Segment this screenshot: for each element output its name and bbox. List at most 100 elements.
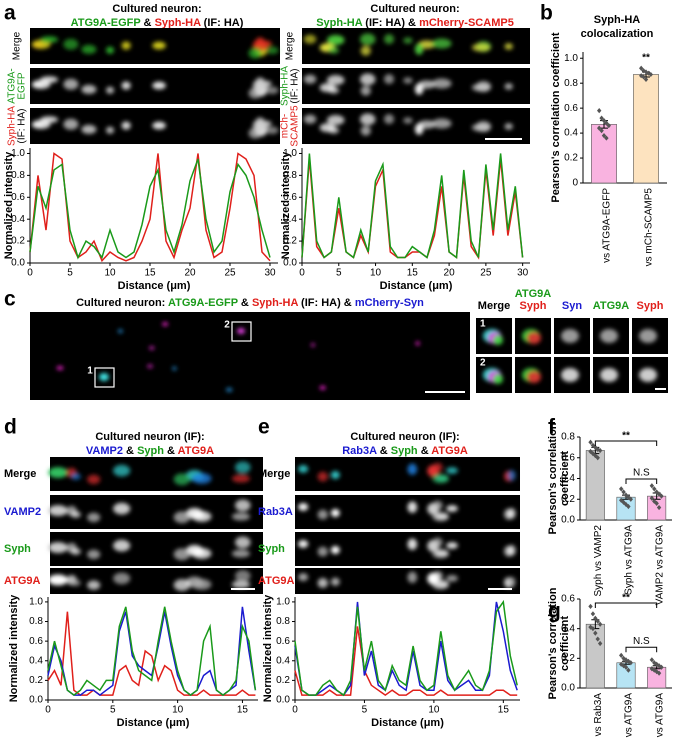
micrograph	[295, 532, 520, 566]
puncta	[303, 74, 317, 84]
puncta	[105, 46, 115, 54]
column-label: Syph	[520, 300, 547, 312]
puncta	[432, 579, 450, 590]
puncta	[407, 571, 418, 583]
strip-label: Syph	[4, 543, 31, 555]
y-axis-label: coefficient	[559, 451, 571, 506]
puncta	[173, 473, 191, 486]
puncta	[326, 114, 345, 126]
puncta	[507, 508, 516, 519]
puncta	[326, 34, 345, 46]
data-point	[648, 71, 653, 78]
bracket	[594, 602, 658, 608]
micrograph-signal	[600, 368, 618, 382]
puncta	[231, 549, 251, 558]
x-tick-label: 0	[292, 705, 298, 716]
puncta	[383, 114, 395, 125]
x-tick-label: 15	[407, 268, 419, 279]
puncta	[113, 502, 131, 515]
bar	[585, 450, 605, 521]
puncta	[298, 539, 309, 548]
title-part: &	[141, 17, 155, 29]
data-point	[626, 658, 631, 664]
puncta	[235, 536, 251, 549]
micrograph-signal	[303, 113, 513, 136]
puncta	[105, 86, 115, 94]
y-tick-label: 0.6	[276, 636, 290, 647]
puncta	[173, 579, 191, 591]
data-point	[593, 444, 598, 450]
puncta	[383, 74, 395, 85]
strip-label: VAMP2	[4, 506, 41, 518]
puncta	[265, 126, 279, 135]
x-tick-label: Syph vs Rab3A	[593, 693, 604, 739]
x-tick-label: 10	[104, 268, 116, 279]
micrograph-signal	[31, 36, 279, 59]
puncta	[326, 74, 345, 86]
y-tick-label: 0.6	[561, 594, 575, 605]
y-tick-label: 0.8	[276, 616, 290, 627]
puncta	[407, 463, 418, 475]
y-tick-label: 0	[572, 178, 578, 189]
y-tick-label: 1.0	[29, 597, 43, 608]
title-part: Syph-HA	[155, 17, 202, 29]
column-label: ATG9A	[515, 288, 552, 300]
title-part: &	[164, 445, 178, 457]
panel-letter: a	[4, 2, 16, 25]
puncta	[407, 501, 418, 513]
puncta	[87, 474, 101, 485]
title-part: &	[418, 445, 432, 457]
data-point	[619, 661, 624, 667]
micrograph	[295, 495, 520, 529]
micrograph-signal	[483, 329, 503, 345]
puncta	[330, 470, 340, 480]
title-part: &	[238, 297, 252, 309]
data-point	[628, 496, 633, 502]
puncta	[493, 374, 503, 384]
data-point	[621, 489, 626, 495]
micrograph-signal	[298, 537, 516, 559]
data-point	[623, 664, 629, 670]
micrograph-signal	[48, 569, 251, 591]
title-part: mCherry-SCAMP5	[419, 17, 514, 29]
panel-letter: g	[548, 600, 561, 623]
data-point	[590, 611, 596, 617]
puncta	[248, 87, 262, 99]
y-tick-label: 0.0	[276, 695, 290, 706]
significance: **	[622, 431, 630, 442]
micrograph-signal	[56, 322, 420, 392]
puncta	[192, 511, 212, 522]
puncta	[493, 335, 503, 345]
x-tick-label: 25	[224, 268, 236, 279]
significance: **	[622, 593, 630, 604]
title: Rab3A & Syph & ATG9A	[342, 445, 468, 457]
y-axis-label: Normalized intensity	[8, 594, 20, 702]
puncta	[265, 46, 279, 55]
y-tick-label: 0.2	[276, 675, 290, 686]
y-tick-label: 0.0	[283, 258, 297, 269]
micrograph-signal	[639, 368, 657, 382]
data-point	[628, 660, 633, 666]
puncta	[504, 83, 513, 90]
puncta	[63, 78, 79, 90]
x-tick-label: 10	[428, 705, 440, 716]
puncta	[639, 329, 657, 343]
title-part: Rab3A	[342, 445, 377, 457]
puncta	[432, 512, 450, 522]
data-point	[621, 499, 626, 505]
heading: Cultured neuron (IF):	[95, 431, 204, 443]
y-tick-label: 0.2	[283, 236, 297, 247]
puncta	[317, 509, 329, 520]
data-point	[588, 439, 593, 445]
data-point	[597, 447, 603, 454]
line-series	[29, 152, 271, 263]
strip-label: Merge	[12, 31, 23, 60]
x-tick-label: 0	[299, 268, 305, 279]
puncta	[446, 467, 458, 474]
line-series	[29, 158, 271, 260]
x-tick-label: 15	[237, 705, 249, 716]
data-point	[621, 655, 626, 661]
data-point	[639, 65, 644, 71]
x-tick-label: 20	[444, 268, 456, 279]
strip-label: SCAMP5	[290, 105, 301, 147]
